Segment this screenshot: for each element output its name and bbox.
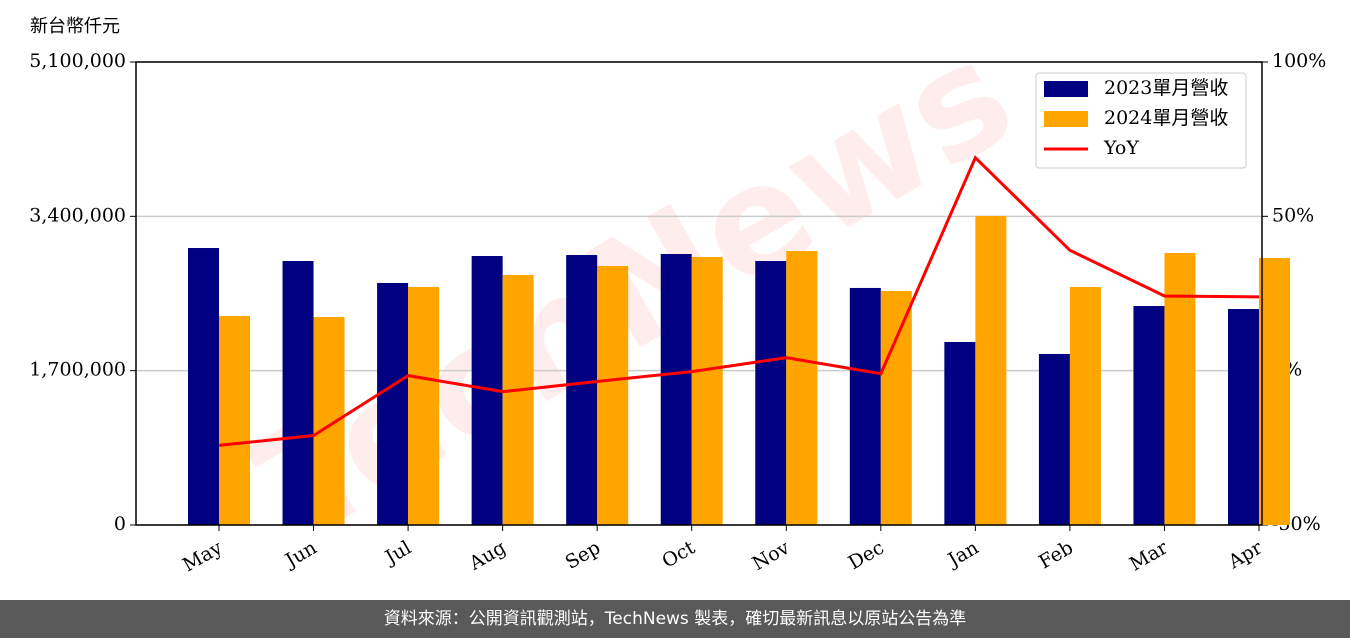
bar: [1133, 306, 1165, 525]
x-tick-label: Jan: [943, 537, 983, 573]
bar: [880, 290, 912, 525]
bar: [313, 317, 345, 525]
legend-box: [1035, 72, 1247, 169]
bar: [188, 248, 219, 525]
x-tick-label: Jul: [380, 537, 415, 570]
legend-swatch: [1044, 81, 1088, 97]
yoy-line: [218, 155, 1260, 447]
footer: 資料來源：公開資訊觀測站，TechNews 製表，確切最新訊息以原站公告為準: [0, 600, 1350, 638]
bar: [219, 316, 250, 525]
bar: [691, 257, 723, 525]
bar: [755, 260, 787, 525]
bar: [849, 287, 881, 525]
bar: [944, 341, 976, 525]
legend-label: 2023單月營收: [1104, 77, 1228, 99]
legend-swatch: [1044, 111, 1088, 127]
y2-tick-label: 100%: [1272, 50, 1326, 72]
x-tick-label: Mar: [1126, 536, 1172, 575]
legend-label: 2024單月營收: [1104, 107, 1228, 129]
y-tick-label: 1,700,000: [29, 359, 126, 381]
bar: [1228, 309, 1259, 525]
bar: [1259, 258, 1290, 525]
x-tick-label: Oct: [658, 536, 699, 572]
x-tick-label: Nov: [749, 536, 794, 575]
y2-tick-label: 50%: [1272, 204, 1314, 226]
bar: [1164, 253, 1196, 525]
x-tick-label: Aug: [465, 537, 510, 576]
y-axis-label: 新台幣仟元: [30, 16, 120, 37]
legend-label: YoY: [1103, 137, 1139, 159]
bar: [566, 255, 598, 525]
plot-frame: [135, 61, 1263, 526]
y-tick-label: 0: [114, 513, 126, 535]
y-tick-label: 3,400,000: [29, 204, 126, 226]
bar: [1069, 286, 1101, 525]
bar: [786, 251, 818, 525]
bar: [975, 215, 1007, 525]
x-tick-label: May: [179, 536, 226, 576]
bar: [660, 254, 692, 525]
chart: 新台幣仟元 TechNews 0 1,700,000 3,400,000 5,100,…: [29, 7, 1326, 576]
bar: [282, 260, 314, 525]
x-tick-label: Sep: [562, 537, 605, 574]
bar: [408, 286, 440, 525]
bar: [1038, 353, 1070, 525]
x-tick-label: Dec: [845, 537, 888, 575]
bar: [377, 282, 409, 525]
watermark: TechNews: [230, 7, 1040, 575]
bar: [597, 265, 629, 525]
x-tick-label: Apr: [1224, 536, 1267, 573]
x-tick-label: Feb: [1035, 537, 1077, 574]
y-tick-label: 5,100,000: [29, 50, 126, 72]
bar: [502, 274, 534, 525]
